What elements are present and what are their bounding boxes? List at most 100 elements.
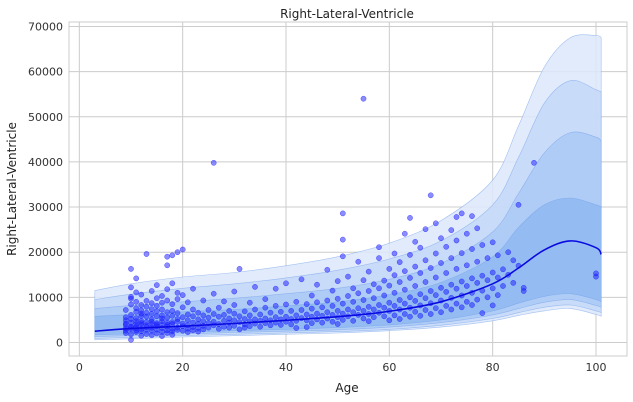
data-point [448,281,455,288]
data-point [334,308,341,314]
data-point [169,280,176,287]
data-point [133,289,140,296]
y-tick-label: 50000 [28,111,63,124]
data-point [303,324,310,330]
data-point [401,230,408,237]
data-point [438,260,444,266]
data-point [448,306,455,313]
data-point [396,316,403,322]
y-tick-label: 0 [56,336,63,349]
data-point [252,306,258,313]
data-point [376,255,382,261]
data-point [422,279,429,285]
data-point [153,330,160,337]
data-point [422,226,429,233]
data-point [515,201,522,208]
data-point [143,309,150,316]
x-tick-label: 40 [279,361,293,374]
data-point [231,288,238,295]
data-point [267,309,274,316]
data-point [164,253,171,260]
data-point [474,258,481,265]
data-point [479,272,486,279]
data-point [489,302,496,309]
data-point [438,235,444,242]
data-point [391,289,398,296]
data-point [474,296,481,303]
data-point [159,299,165,306]
data-point [469,302,475,308]
data-point [469,213,475,219]
data-point [122,322,129,329]
data-point [179,314,186,321]
median-line [94,240,602,332]
data-point [453,237,460,244]
data-point [427,288,434,294]
data-point [432,274,439,281]
data-point [412,238,419,245]
data-point [453,300,460,307]
data-point [164,309,171,316]
data-point [226,308,233,314]
data-point [381,292,388,299]
data-point [215,304,222,311]
data-point [236,266,243,272]
data-point [381,304,388,311]
data-point [283,313,289,320]
y-tick-label: 40000 [28,156,63,169]
data-point [360,95,367,102]
data-point [169,308,176,314]
data-point [396,259,403,265]
data-point [365,303,372,310]
data-point [484,294,491,301]
data-point [463,230,470,237]
data-point [370,281,377,288]
data-point [448,255,455,261]
data-point [221,317,227,324]
data-point [417,270,424,276]
data-point [288,321,295,328]
x-tick-label: 80 [486,361,500,374]
data-point [272,303,279,309]
data-point [469,275,475,282]
data-point [350,285,357,292]
data-point [293,325,300,331]
data-point [376,285,382,292]
data-point [334,321,341,327]
data-point [174,289,181,296]
data-point [479,310,486,316]
data-point [210,311,217,317]
data-point [184,299,191,306]
data-point [469,246,475,252]
data-point [215,313,222,320]
data-point [319,304,326,311]
data-point [128,336,134,343]
data-point [205,307,212,313]
data-point [148,318,155,325]
data-point [314,281,320,288]
data-point [443,270,450,276]
data-point [174,249,181,256]
data-point [391,303,398,309]
data-point [484,255,491,261]
data-point [489,269,496,276]
data-point [438,309,444,316]
data-point [272,314,279,321]
data-point [355,258,362,265]
data-point [396,279,403,285]
data-point [241,316,248,322]
data-point [128,294,134,300]
data-point [345,306,351,313]
data-point [474,280,481,286]
data-point [479,242,486,248]
data-point [200,297,207,304]
data-point [246,312,253,319]
data-point [148,332,155,339]
data-point [484,277,491,284]
data-point [174,316,181,322]
data-point [339,317,346,323]
data-point [298,307,305,313]
y-tick-label: 10000 [28,291,63,304]
data-point [148,288,155,294]
